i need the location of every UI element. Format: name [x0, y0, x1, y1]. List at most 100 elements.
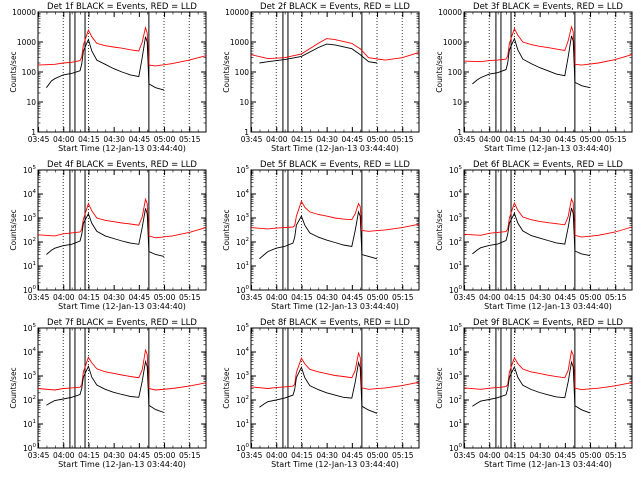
- x-tick-label: 04:00: [479, 451, 501, 460]
- x-tick-label: 04:45: [342, 135, 364, 144]
- x-tick-label: 04:15: [78, 135, 100, 144]
- panel-det-7f: Det 7f BLACK = Events, RED = LLD 100 101 10…: [9, 318, 207, 469]
- y-tick-label: 103: [449, 213, 463, 223]
- y-tick-label: 101: [449, 261, 462, 271]
- y-tick-label: 104: [23, 189, 37, 199]
- x-tick-label: 03:45: [241, 451, 263, 460]
- x-tick-label: 04:45: [342, 293, 364, 302]
- x-tick-label: 04:30: [529, 135, 551, 144]
- x-tick-label: 04:00: [266, 135, 288, 144]
- x-tick-label: 04:45: [129, 451, 151, 460]
- panel-title: Det 1f BLACK = Events, RED = LLD: [47, 2, 197, 12]
- y-tick-label: 104: [449, 347, 463, 357]
- y-tick-label: 100: [236, 443, 250, 453]
- x-tick-label: 04:00: [53, 451, 75, 460]
- events-series-line: [46, 359, 165, 413]
- y-tick-label: 100: [22, 68, 37, 77]
- x-tick-label: 04:30: [103, 293, 125, 302]
- events-series-line: [472, 207, 591, 257]
- y-tick-label: 105: [23, 165, 37, 175]
- panel-title: Det 5f BLACK = Events, RED = LLD: [260, 160, 410, 170]
- panel-title: Det 2f BLACK = Events, RED = LLD: [260, 2, 410, 12]
- panel-det-5f: Det 5f BLACK = Events, RED = LLD 100 101 10…: [222, 160, 420, 311]
- x-axis-label: Start Time (12-Jan-13 03:44:40): [58, 302, 186, 311]
- panel-det-2f: Det 2f BLACK = Events, RED = LLD 1 10 100 10…: [222, 2, 420, 153]
- x-tick-label: 05:00: [367, 451, 389, 460]
- x-tick-label: 05:15: [605, 451, 627, 460]
- events-series-line: [46, 36, 165, 91]
- y-tick-label: 104: [449, 189, 463, 199]
- x-tick-label: 04:45: [555, 293, 577, 302]
- x-tick-label: 04:00: [266, 451, 288, 460]
- y-tick-label: 102: [449, 395, 462, 405]
- x-tick-label: 05:15: [392, 293, 414, 302]
- x-axis-label: Start Time (12-Jan-13 03:44:40): [484, 460, 612, 469]
- plot-frame: [463, 169, 633, 291]
- y-axis-label: Counts/sec: [222, 51, 231, 92]
- y-tick-label: 105: [449, 323, 463, 333]
- panel-det-6f: Det 6f BLACK = Events, RED = LLD 100 101 10…: [435, 160, 633, 311]
- y-tick-label: 102: [449, 237, 462, 247]
- x-tick-label: 04:00: [479, 135, 501, 144]
- panel-title: Det 3f BLACK = Events, RED = LLD: [473, 2, 623, 12]
- y-tick-label: 1000: [17, 38, 36, 47]
- x-tick-label: 04:15: [504, 451, 526, 460]
- x-tick-label: 04:30: [316, 135, 338, 144]
- x-tick-label: 05:15: [179, 293, 201, 302]
- y-tick-label: 100: [236, 285, 250, 295]
- x-tick-label: 05:00: [580, 135, 602, 144]
- y-axis-label: Counts/sec: [9, 209, 18, 250]
- y-axis-label: Counts/sec: [222, 367, 231, 408]
- x-axis-label: Start Time (12-Jan-13 03:44:40): [271, 460, 399, 469]
- y-tick-label: 101: [236, 419, 249, 429]
- lld-series-line: [37, 348, 207, 391]
- x-tick-label: 03:45: [454, 135, 476, 144]
- plot-frame: [37, 327, 207, 449]
- x-tick-label: 04:00: [53, 293, 75, 302]
- x-tick-label: 03:45: [454, 293, 476, 302]
- y-tick-label: 1: [457, 128, 462, 137]
- lld-series-line: [250, 351, 420, 390]
- x-tick-label: 04:30: [103, 135, 125, 144]
- panel-det-3f: Det 3f BLACK = Events, RED = LLD 1 10 100 10…: [435, 2, 633, 153]
- x-tick-label: 04:15: [504, 135, 526, 144]
- y-tick-label: 10: [239, 98, 249, 107]
- x-tick-label: 04:15: [291, 293, 313, 302]
- events-series-line: [46, 208, 165, 257]
- x-tick-label: 03:45: [28, 293, 50, 302]
- x-axis-label: Start Time (12-Jan-13 03:44:40): [58, 144, 186, 153]
- x-tick-label: 05:00: [154, 135, 176, 144]
- x-axis-label: Start Time (12-Jan-13 03:44:40): [271, 302, 399, 311]
- x-tick-label: 03:45: [28, 135, 50, 144]
- x-tick-label: 03:45: [241, 293, 263, 302]
- lld-series-line: [463, 25, 633, 66]
- plot-frame: [250, 169, 420, 291]
- x-tick-label: 03:45: [454, 451, 476, 460]
- lld-series-line: [37, 26, 207, 67]
- y-tick-label: 10: [452, 98, 462, 107]
- x-tick-label: 04:00: [53, 135, 75, 144]
- y-tick-label: 105: [449, 165, 463, 175]
- y-axis-label: Counts/sec: [435, 51, 444, 92]
- plot-frame: [250, 327, 420, 449]
- x-axis-label: Start Time (12-Jan-13 03:44:40): [271, 144, 399, 153]
- y-tick-label: 1: [244, 128, 249, 137]
- y-tick-label: 100: [448, 68, 463, 77]
- events-series-line: [259, 210, 378, 260]
- panel-title: Det 8f BLACK = Events, RED = LLD: [260, 318, 410, 328]
- x-tick-label: 05:00: [580, 451, 602, 460]
- x-tick-label: 05:15: [605, 135, 627, 144]
- y-tick-label: 10000: [12, 8, 36, 17]
- y-tick-label: 1: [31, 128, 36, 137]
- y-tick-label: 100: [235, 68, 250, 77]
- y-tick-label: 103: [23, 213, 37, 223]
- y-tick-label: 100: [449, 285, 463, 295]
- y-tick-label: 105: [236, 323, 250, 333]
- x-axis-label: Start Time (12-Jan-13 03:44:40): [58, 460, 186, 469]
- x-tick-label: 05:15: [392, 135, 414, 144]
- y-tick-label: 101: [236, 261, 249, 271]
- events-series-line: [259, 360, 378, 414]
- y-axis-label: Counts/sec: [9, 51, 18, 92]
- y-tick-label: 101: [449, 419, 462, 429]
